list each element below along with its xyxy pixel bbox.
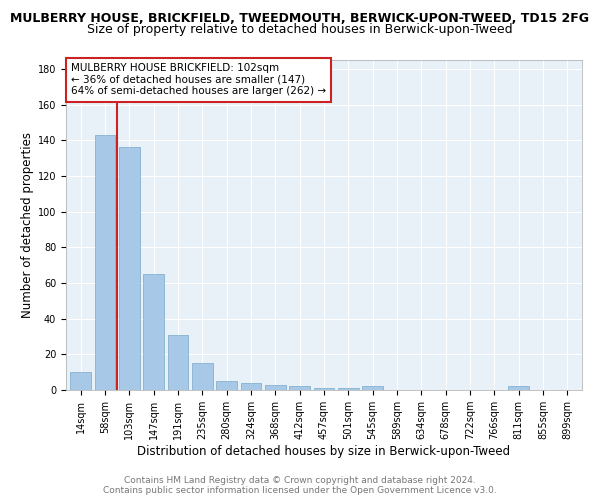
Text: Size of property relative to detached houses in Berwick-upon-Tweed: Size of property relative to detached ho… xyxy=(87,22,513,36)
Y-axis label: Number of detached properties: Number of detached properties xyxy=(20,132,34,318)
Bar xyxy=(167,334,188,390)
Bar xyxy=(289,386,310,390)
Bar xyxy=(362,386,383,390)
Bar xyxy=(95,135,115,390)
Bar xyxy=(241,383,262,390)
Bar xyxy=(216,381,237,390)
Bar xyxy=(338,388,359,390)
Bar xyxy=(265,384,286,390)
Bar xyxy=(192,363,212,390)
Bar xyxy=(143,274,164,390)
Text: MULBERRY HOUSE, BRICKFIELD, TWEEDMOUTH, BERWICK-UPON-TWEED, TD15 2FG: MULBERRY HOUSE, BRICKFIELD, TWEEDMOUTH, … xyxy=(11,12,589,26)
Bar xyxy=(119,148,140,390)
Bar xyxy=(314,388,334,390)
Bar xyxy=(70,372,91,390)
X-axis label: Distribution of detached houses by size in Berwick-upon-Tweed: Distribution of detached houses by size … xyxy=(137,445,511,458)
Text: Contains HM Land Registry data © Crown copyright and database right 2024.
Contai: Contains HM Land Registry data © Crown c… xyxy=(103,476,497,495)
Text: MULBERRY HOUSE BRICKFIELD: 102sqm
← 36% of detached houses are smaller (147)
64%: MULBERRY HOUSE BRICKFIELD: 102sqm ← 36% … xyxy=(71,64,326,96)
Bar xyxy=(508,386,529,390)
